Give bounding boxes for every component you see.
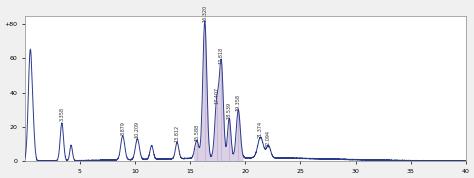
- Text: 15.588: 15.588: [194, 124, 199, 141]
- Text: 17.407: 17.407: [214, 87, 219, 104]
- Text: 13.812: 13.812: [174, 125, 180, 142]
- Text: 10.209: 10.209: [135, 121, 140, 138]
- Text: 18.539: 18.539: [227, 102, 232, 119]
- Text: 21.374: 21.374: [258, 121, 263, 138]
- Text: 16.320: 16.320: [202, 4, 207, 22]
- Text: 19.358: 19.358: [236, 94, 241, 111]
- Text: 3.358: 3.358: [59, 107, 64, 121]
- Text: 17.818: 17.818: [219, 47, 224, 64]
- Text: 8.879: 8.879: [120, 121, 125, 135]
- Text: 22.094: 22.094: [266, 130, 271, 147]
